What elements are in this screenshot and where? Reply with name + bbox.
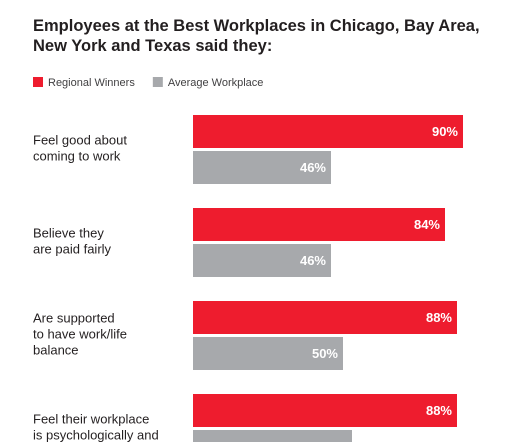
legend-label: Average Workplace (168, 77, 264, 89)
legend-swatch (152, 77, 163, 87)
bar (193, 115, 463, 148)
bar (193, 301, 457, 334)
category-label: Are supported to have work/life balance (33, 311, 127, 358)
value-label: 84% (414, 217, 440, 232)
legend-label: Regional Winners (48, 77, 135, 89)
bar (193, 430, 352, 442)
bar (193, 337, 343, 370)
value-label: 88% (426, 310, 452, 325)
bar (193, 394, 457, 427)
category-label: Feel good about coming to work (33, 133, 127, 164)
value-label: 46% (300, 160, 326, 175)
bar (193, 244, 331, 277)
value-label: 90% (432, 124, 458, 139)
value-label: 50% (312, 346, 338, 361)
value-label: 88% (426, 403, 452, 418)
bar (193, 208, 445, 241)
chart-subtitle: Employees at the Best Workplaces in Chic… (33, 17, 480, 55)
category-label: Feel their workplace is psychologically a… (33, 412, 159, 442)
value-label: 46% (300, 253, 326, 268)
bar (193, 151, 331, 184)
category-label: Believe they are paid fairly (33, 226, 112, 257)
legend-swatch (33, 77, 43, 87)
